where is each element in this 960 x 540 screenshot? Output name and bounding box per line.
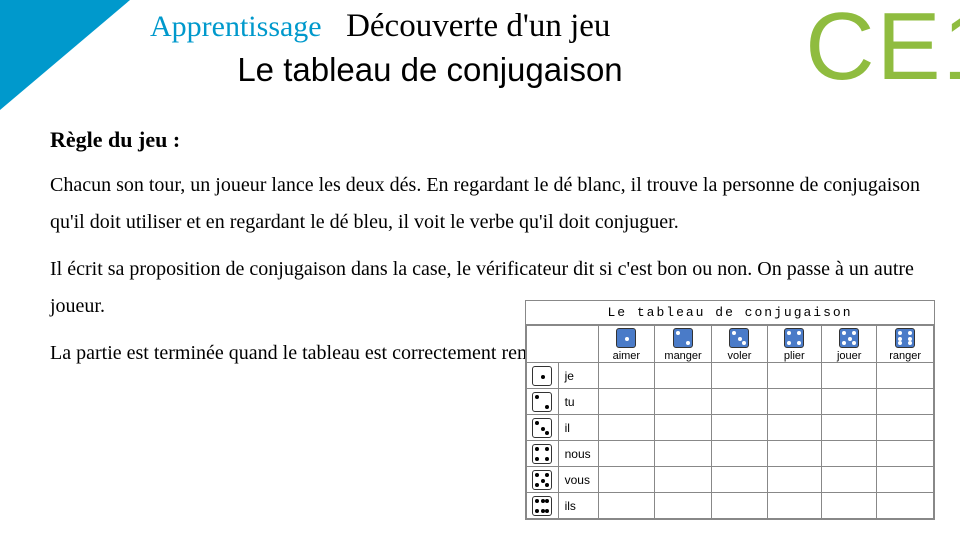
rules-p3: La partie est terminée quand le tableau … (50, 335, 570, 372)
header: Apprentissage Découverte d'un jeu Le tab… (150, 8, 820, 89)
verb-col-2: manger (654, 326, 712, 363)
verb-col-6: ranger (877, 326, 934, 363)
verb-label: voler (712, 350, 766, 362)
table-corner (527, 326, 599, 363)
white-die-1-icon (532, 366, 552, 386)
white-die-5-icon (532, 470, 552, 490)
person-label: il (558, 415, 598, 441)
blue-die-1-icon (616, 328, 636, 348)
header-subtitle: Le tableau de conjugaison (150, 51, 710, 89)
table-row: ils (527, 493, 934, 519)
corner-triangle (0, 0, 130, 110)
grade-badge: CE1 (805, 0, 960, 102)
verb-col-1: aimer (598, 326, 654, 363)
person-label: je (558, 363, 598, 389)
rules-title: Règle du jeu : (50, 120, 930, 161)
person-label: tu (558, 389, 598, 415)
rules-p1: Chacun son tour, un joueur lance les deu… (50, 167, 930, 241)
header-apprentissage: Apprentissage (150, 10, 322, 43)
verb-col-3: voler (712, 326, 767, 363)
conjugation-table: aimer manger voler plier jouer ranger (526, 325, 934, 519)
verb-col-5: jouer (822, 326, 877, 363)
verb-label: aimer (599, 350, 654, 362)
blue-die-2-icon (673, 328, 693, 348)
blue-die-4-icon (784, 328, 804, 348)
verb-label: plier (768, 350, 822, 362)
white-die-4-icon (532, 444, 552, 464)
blue-die-3-icon (729, 328, 749, 348)
header-decouverte: Découverte d'un jeu (346, 8, 610, 44)
table-row: il (527, 415, 934, 441)
table-row: je (527, 363, 934, 389)
person-label: nous (558, 441, 598, 467)
blue-die-5-icon (839, 328, 859, 348)
verb-col-4: plier (767, 326, 822, 363)
verb-label: manger (655, 350, 712, 362)
gamebox-title: Le tableau de conjugaison (526, 301, 934, 325)
verb-label: ranger (877, 350, 933, 362)
conjugation-table-box: Le tableau de conjugaison aimer manger v… (525, 300, 935, 520)
white-die-3-icon (532, 418, 552, 438)
verb-label: jouer (822, 350, 876, 362)
table-row: tu (527, 389, 934, 415)
blue-die-6-icon (895, 328, 915, 348)
person-label: ils (558, 493, 598, 519)
white-die-2-icon (532, 392, 552, 412)
table-row: nous (527, 441, 934, 467)
white-die-6-icon (532, 496, 552, 516)
person-label: vous (558, 467, 598, 493)
table-row: vous (527, 467, 934, 493)
